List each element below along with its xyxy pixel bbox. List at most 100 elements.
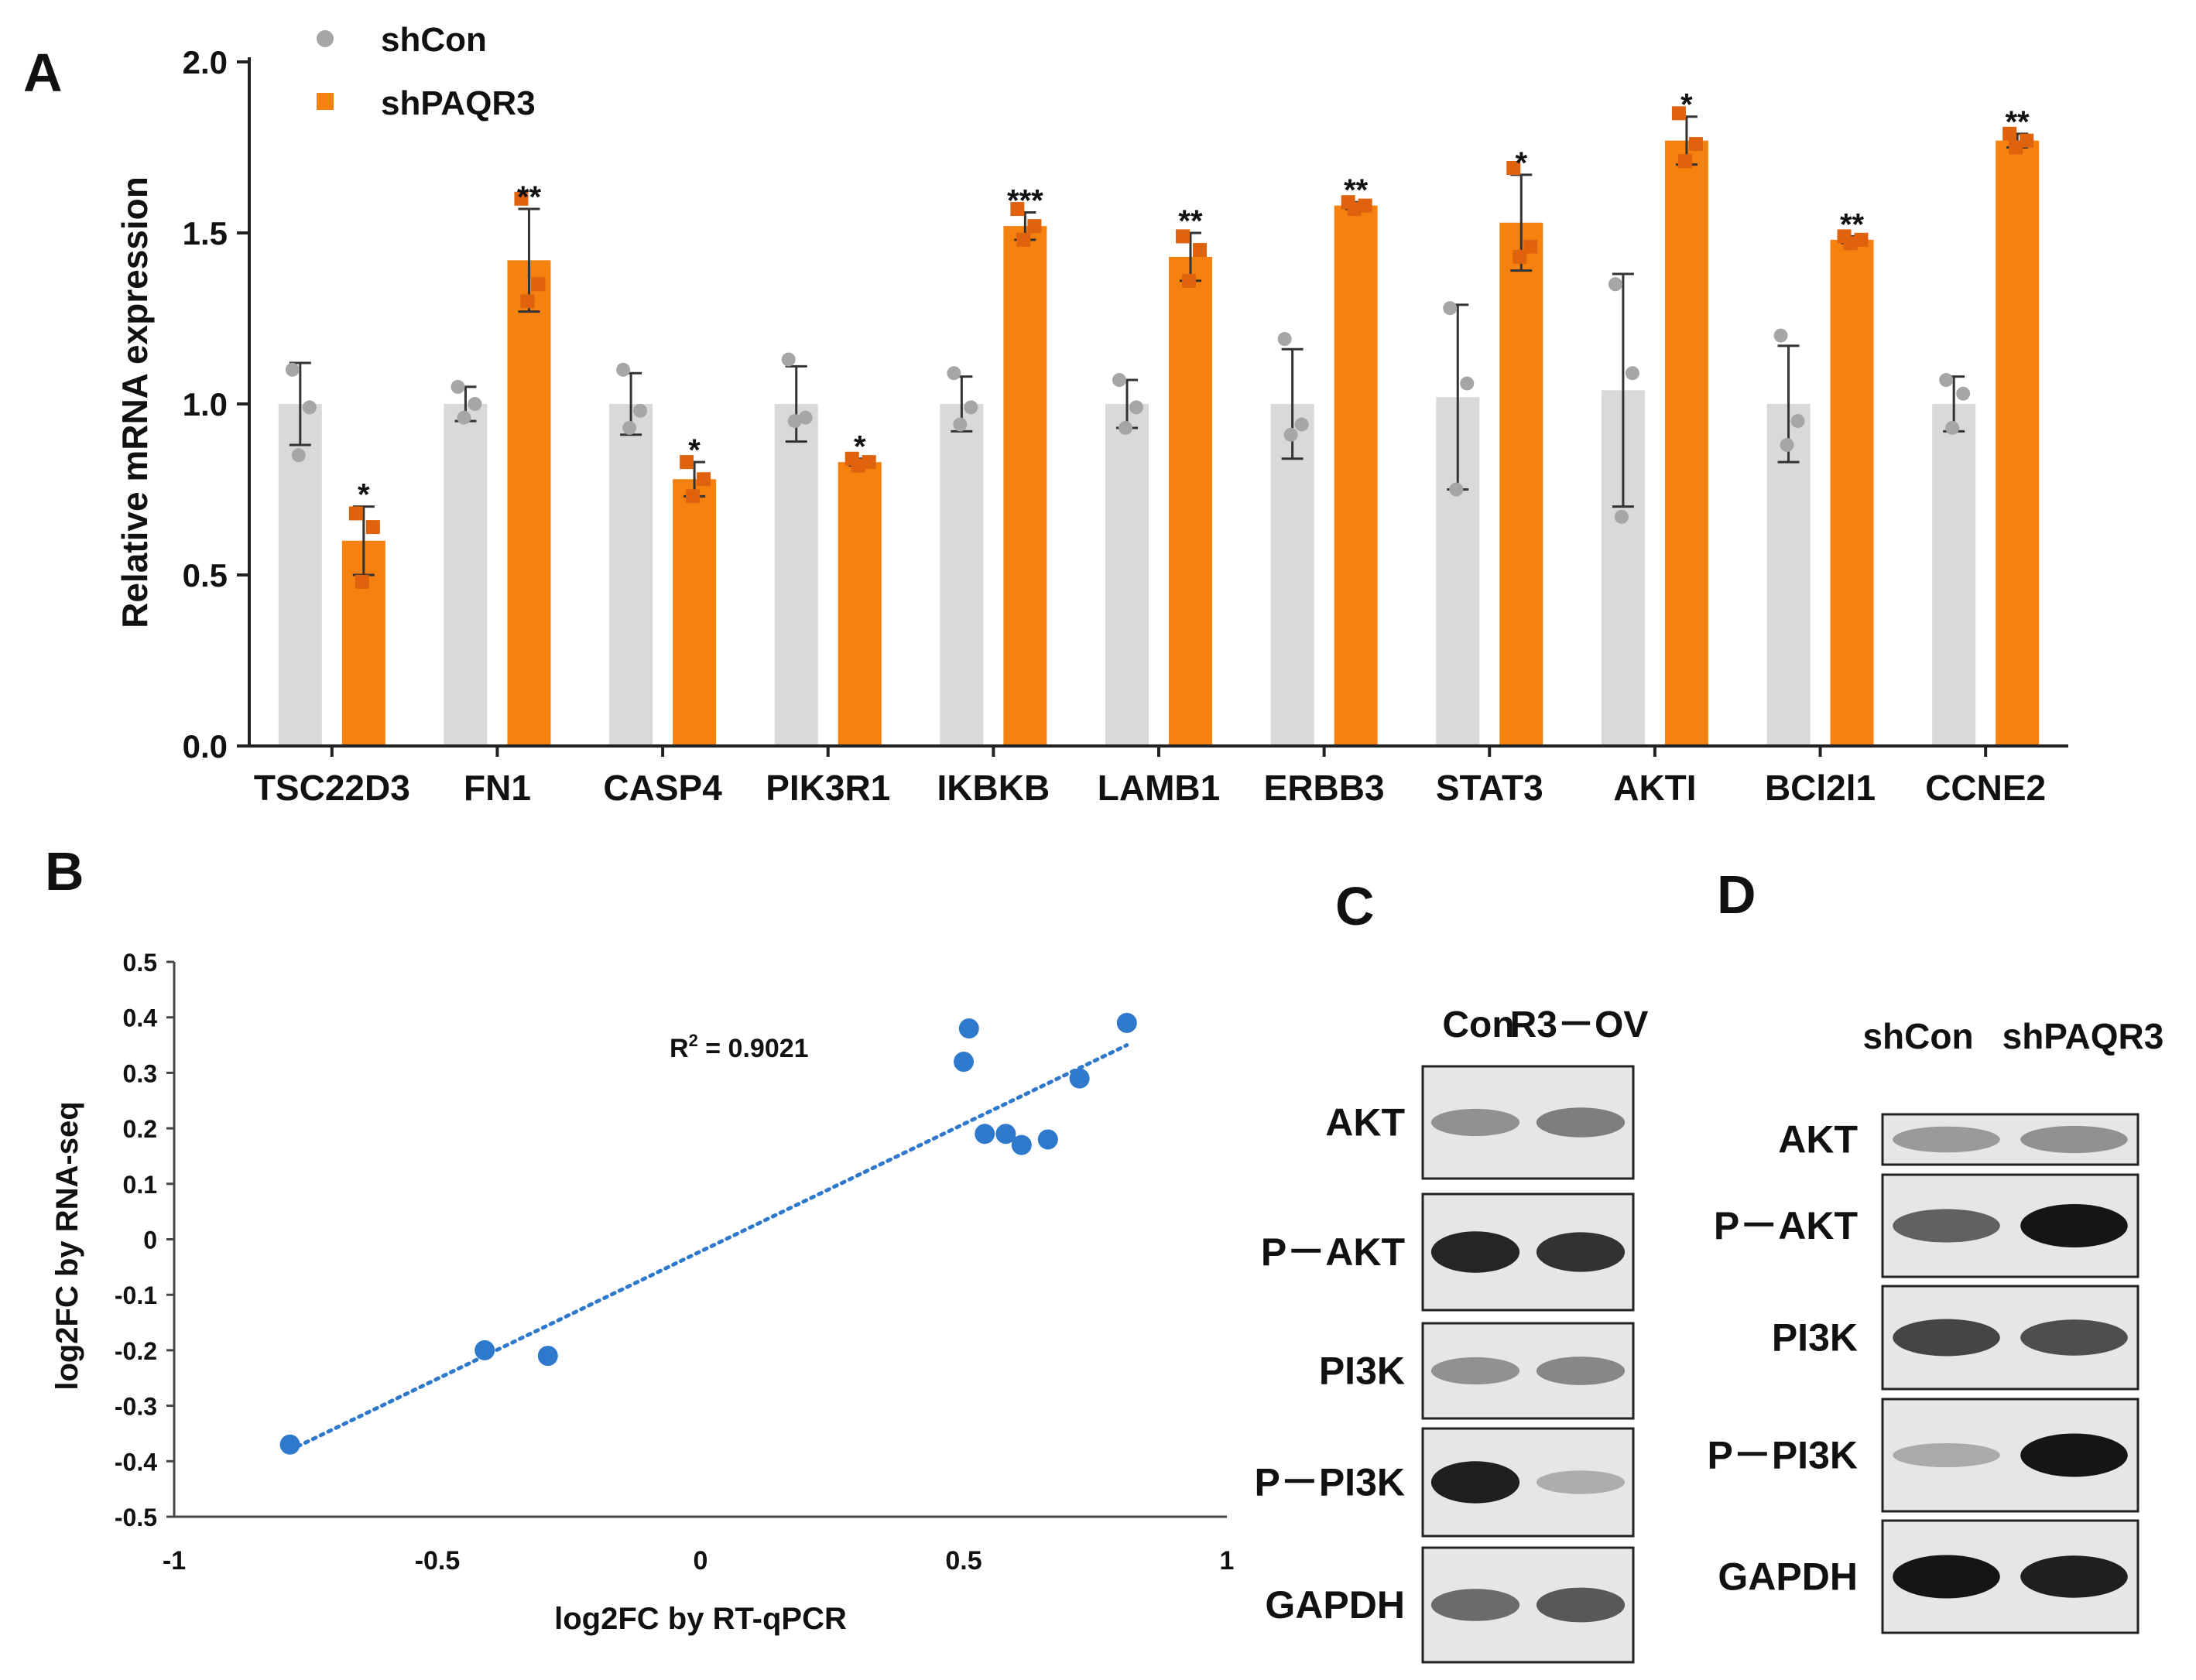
scatter-x-tick-label: -0.5 xyxy=(415,1546,461,1576)
significance-label: ** xyxy=(1344,173,1369,207)
data-point-shcon xyxy=(616,362,631,377)
data-point-shpaqr3 xyxy=(365,520,380,535)
scatter-point xyxy=(958,1018,979,1039)
y-axis-label: Relative mRNA expression xyxy=(115,176,155,628)
blot-lane-header: shPAQR3 xyxy=(2002,1016,2164,1056)
scatter-point xyxy=(279,1434,300,1455)
r-squared-annotation: R2 = 0.9021 xyxy=(670,1031,809,1063)
scatter-y-tick-label: 0.5 xyxy=(123,949,157,977)
data-point-shcon xyxy=(1945,420,1960,435)
data-point-shcon xyxy=(1939,373,1954,388)
data-point-shcon xyxy=(1277,332,1292,347)
scatter-point xyxy=(954,1052,974,1073)
bar-shpaqr3 xyxy=(1499,222,1543,746)
legend-shcon-label: shCon xyxy=(381,21,487,59)
y-tick-label: 1.0 xyxy=(183,386,228,423)
data-point-shpaqr3 xyxy=(1506,161,1521,176)
bar-shpaqr3 xyxy=(1003,226,1047,746)
blot-row-label: PI3K xyxy=(1772,1316,1858,1360)
scatter-y-tick-label: 0.2 xyxy=(123,1115,157,1143)
blot-band xyxy=(1536,1357,1626,1385)
bar-chart-legend: shCon shPAQR3 xyxy=(317,21,536,122)
blot-band xyxy=(1893,1442,2000,1468)
data-point-shpaqr3 xyxy=(514,191,529,206)
bar-shpaqr3 xyxy=(507,260,551,746)
legend-shcon-marker xyxy=(317,30,334,47)
data-point-shcon xyxy=(285,362,300,377)
data-point-shpaqr3 xyxy=(531,277,546,292)
scatter-point xyxy=(1037,1129,1058,1150)
significance-label: * xyxy=(1515,146,1527,180)
data-point-shpaqr3 xyxy=(1843,236,1858,251)
blot-band xyxy=(1430,1589,1520,1621)
scatter-x-tick-label: 0.5 xyxy=(945,1546,982,1576)
trendline xyxy=(288,1043,1129,1452)
blot-row-label: AKT xyxy=(1778,1118,1858,1162)
bar-shpaqr3 xyxy=(1334,205,1378,746)
bar-shpaqr3 xyxy=(838,462,882,746)
data-point-shpaqr3 xyxy=(1677,154,1692,169)
blot-band xyxy=(1430,1461,1520,1504)
blot-band xyxy=(1893,1209,2000,1243)
data-point-shcon xyxy=(457,410,471,425)
category-label: TSC22D3 xyxy=(254,768,410,808)
significance-label: * xyxy=(854,430,866,464)
category-label: FN1 xyxy=(464,768,531,808)
data-point-shcon xyxy=(1773,328,1788,343)
data-point-shcon xyxy=(468,397,482,411)
data-point-shcon xyxy=(1956,386,1971,401)
data-point-shcon xyxy=(1112,373,1126,388)
data-point-shcon xyxy=(781,352,796,367)
data-point-shcon xyxy=(1449,482,1464,497)
bar-shcon xyxy=(940,404,984,746)
scatter-point xyxy=(474,1340,495,1360)
blot-band xyxy=(2020,1433,2128,1477)
scatter-y-tick-label: -0.2 xyxy=(115,1337,157,1365)
data-point-shpaqr3 xyxy=(1176,229,1190,244)
blot-band xyxy=(1893,1555,2000,1599)
blot-row-label: GAPDH xyxy=(1265,1583,1405,1627)
significance-label: * xyxy=(358,478,370,512)
data-point-shcon xyxy=(1294,417,1309,432)
blot-band xyxy=(2020,1555,2128,1598)
category-label: AKTI xyxy=(1613,768,1696,808)
data-point-shpaqr3 xyxy=(1016,232,1031,247)
data-point-shpaqr3 xyxy=(1193,243,1207,258)
blot-band xyxy=(1893,1319,2000,1357)
panel-c-letter: C xyxy=(1335,876,1375,936)
data-point-shcon xyxy=(1443,301,1458,316)
blot-band xyxy=(1430,1357,1520,1385)
panel-d-letter: D xyxy=(1717,864,1756,925)
blot-band xyxy=(1893,1126,2000,1153)
data-point-shpaqr3 xyxy=(1010,202,1025,217)
scatter-point xyxy=(975,1124,995,1145)
bar-shcon xyxy=(774,404,818,746)
scatter-point xyxy=(1116,1012,1137,1033)
blot-row-label: P－AKT xyxy=(1261,1230,1405,1274)
significance-label: * xyxy=(688,433,701,467)
panel-b-letter: B xyxy=(45,841,84,902)
significance-label: ** xyxy=(517,180,542,214)
y-tick-label: 0.0 xyxy=(183,728,228,765)
data-point-shpaqr3 xyxy=(1027,219,1042,234)
blot-band xyxy=(1430,1231,1520,1273)
data-point-shcon xyxy=(953,417,968,432)
significance-label: ** xyxy=(1840,207,1865,241)
data-point-shpaqr3 xyxy=(1523,239,1538,254)
panel-a-letter: A xyxy=(23,43,63,103)
y-tick-label: 2.0 xyxy=(183,44,228,80)
data-point-shpaqr3 xyxy=(1671,106,1686,121)
data-point-shcon xyxy=(787,414,802,429)
blot-row-label: P－AKT xyxy=(1714,1204,1858,1247)
scatter-point xyxy=(1069,1068,1090,1089)
data-point-shcon xyxy=(633,403,648,418)
data-point-shcon xyxy=(964,400,978,415)
data-point-shpaqr3 xyxy=(1347,202,1362,217)
r-squared-prefix: R xyxy=(670,1034,689,1063)
category-label: BCl2l1 xyxy=(1765,768,1876,808)
blot-band xyxy=(1536,1232,1626,1272)
data-point-shcon xyxy=(1790,414,1805,429)
blot-lane-header: shCon xyxy=(1862,1016,1973,1056)
